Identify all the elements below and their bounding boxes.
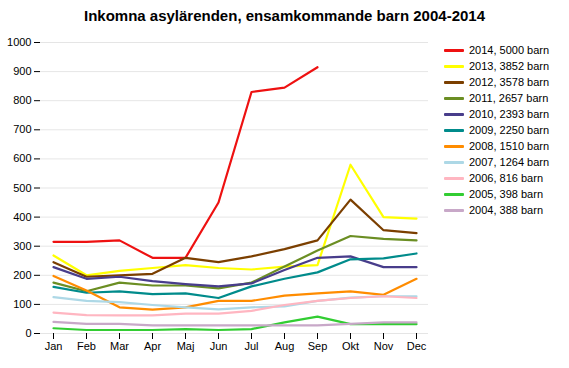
svg-text:300: 300: [13, 240, 31, 252]
svg-text:Jul: Jul: [244, 340, 258, 352]
svg-text:Sep: Sep: [308, 340, 328, 352]
html-text:2011, 2657 barn: 2011, 2657 barn: [469, 92, 549, 104]
svg-text:Maj: Maj: [177, 340, 195, 352]
html-text:2007, 1264 barn: 2007, 1264 barn: [469, 156, 550, 168]
svg-text:Jan: Jan: [45, 340, 63, 352]
svg-text:200: 200: [13, 269, 31, 281]
html-text:2005, 398 barn: 2005, 398 barn: [469, 188, 543, 200]
html-text:2014, 5000 barn: 2014, 5000 barn: [469, 44, 550, 56]
html-text:2010, 2393 barn: 2010, 2393 barn: [469, 108, 550, 120]
html-text:2012, 3578 barn: 2012, 3578 barn: [469, 76, 550, 88]
html-text:Inkomna asylärenden, ensamkomm: Inkomna asylärenden, ensamkommande barn …: [84, 7, 485, 24]
svg-text:Jun: Jun: [210, 340, 228, 352]
svg-text:100: 100: [13, 298, 31, 310]
svg-text:900: 900: [13, 65, 31, 77]
svg-text:Nov: Nov: [374, 340, 394, 352]
html-text:2006, 816 barn: 2006, 816 barn: [469, 172, 543, 184]
html-text:2013, 3852 barn: 2013, 3852 barn: [469, 60, 550, 72]
svg-text:1000: 1000: [7, 36, 31, 48]
svg-text:Aug: Aug: [275, 340, 295, 352]
svg-text:Apr: Apr: [144, 340, 161, 352]
svg-text:Feb: Feb: [77, 340, 96, 352]
svg-text:Mar: Mar: [110, 340, 129, 352]
svg-text:400: 400: [13, 211, 31, 223]
svg-text:800: 800: [13, 94, 31, 106]
svg-text:700: 700: [13, 123, 31, 135]
svg-text:Okt: Okt: [342, 340, 359, 352]
svg-text:0: 0: [25, 327, 31, 339]
html-text:2009, 2250 barn: 2009, 2250 barn: [469, 124, 550, 136]
svg-text:600: 600: [13, 152, 31, 164]
html-text:2004, 388 barn: 2004, 388 barn: [469, 204, 543, 216]
svg-text:500: 500: [13, 182, 31, 194]
html-text:2008, 1510 barn: 2008, 1510 barn: [469, 140, 550, 152]
svg-text:Dec: Dec: [407, 340, 427, 352]
